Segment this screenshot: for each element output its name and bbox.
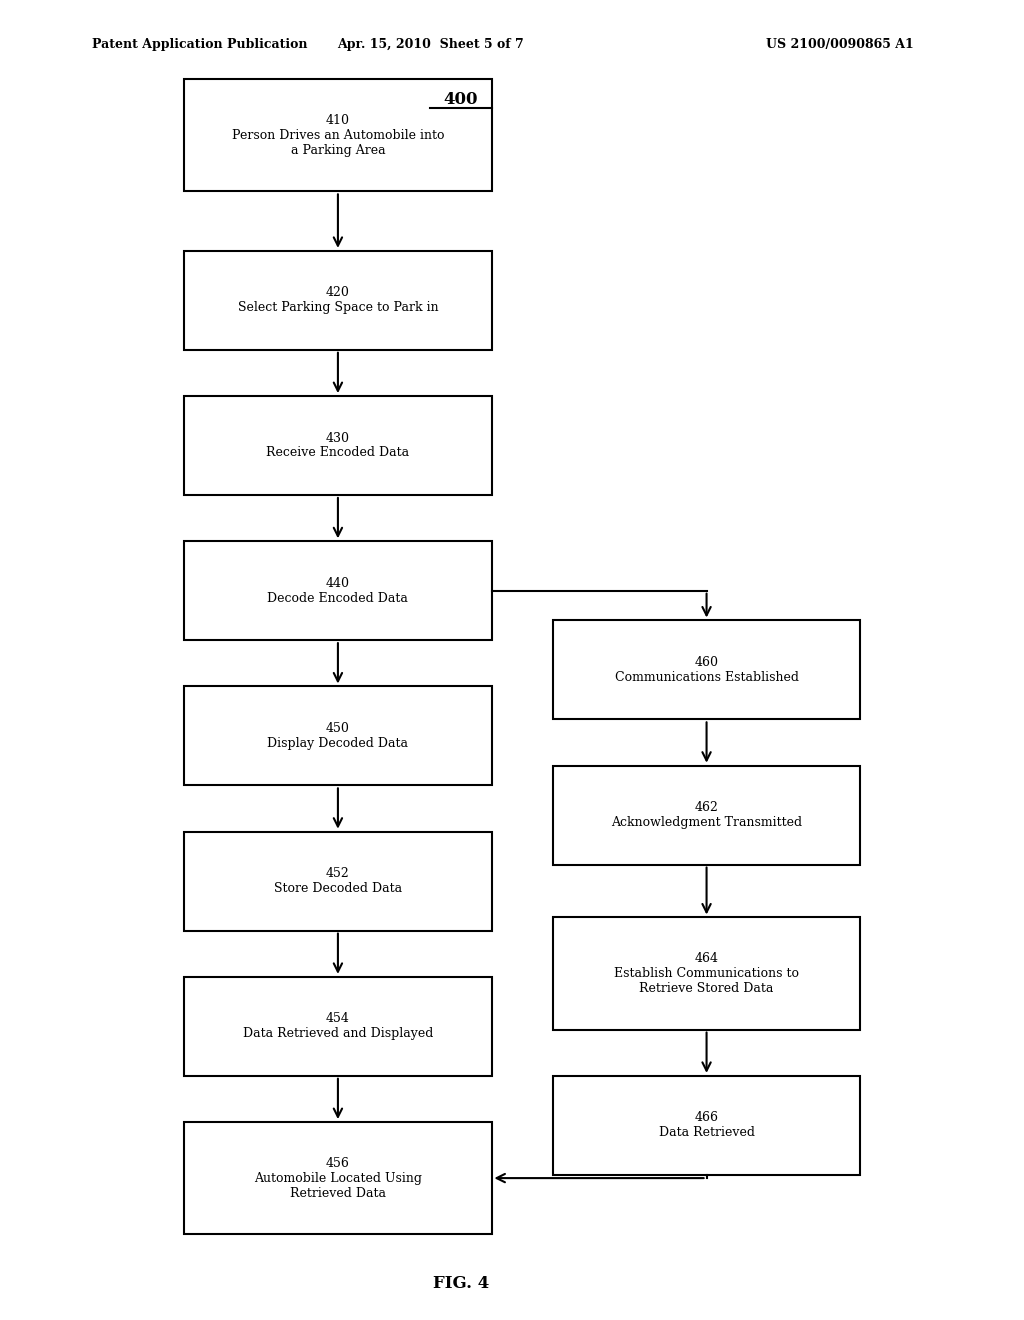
Text: 430
Receive Encoded Data: 430 Receive Encoded Data bbox=[266, 432, 410, 459]
Text: 420
Select Parking Space to Park in: 420 Select Parking Space to Park in bbox=[238, 286, 438, 314]
Text: 452
Store Decoded Data: 452 Store Decoded Data bbox=[273, 867, 402, 895]
FancyBboxPatch shape bbox=[184, 1122, 492, 1234]
Text: 460
Communications Established: 460 Communications Established bbox=[614, 656, 799, 684]
FancyBboxPatch shape bbox=[184, 686, 492, 785]
Text: 464
Establish Communications to
Retrieve Stored Data: 464 Establish Communications to Retrieve… bbox=[614, 952, 799, 995]
Text: 400: 400 bbox=[443, 91, 478, 107]
FancyBboxPatch shape bbox=[553, 766, 860, 865]
FancyBboxPatch shape bbox=[184, 79, 492, 191]
Text: 462
Acknowledgment Transmitted: 462 Acknowledgment Transmitted bbox=[611, 801, 802, 829]
Text: Patent Application Publication: Patent Application Publication bbox=[92, 38, 307, 51]
Text: FIG. 4: FIG. 4 bbox=[433, 1275, 488, 1291]
Text: US 2100/0090865 A1: US 2100/0090865 A1 bbox=[766, 38, 913, 51]
FancyBboxPatch shape bbox=[184, 251, 492, 350]
Text: Apr. 15, 2010  Sheet 5 of 7: Apr. 15, 2010 Sheet 5 of 7 bbox=[337, 38, 523, 51]
Text: 440
Decode Encoded Data: 440 Decode Encoded Data bbox=[267, 577, 409, 605]
FancyBboxPatch shape bbox=[553, 1076, 860, 1175]
FancyBboxPatch shape bbox=[553, 620, 860, 719]
FancyBboxPatch shape bbox=[184, 977, 492, 1076]
FancyBboxPatch shape bbox=[184, 396, 492, 495]
Text: 466
Data Retrieved: 466 Data Retrieved bbox=[658, 1111, 755, 1139]
Text: 410
Person Drives an Automobile into
a Parking Area: 410 Person Drives an Automobile into a P… bbox=[231, 114, 444, 157]
Text: 456
Automobile Located Using
Retrieved Data: 456 Automobile Located Using Retrieved D… bbox=[254, 1156, 422, 1200]
Text: 454
Data Retrieved and Displayed: 454 Data Retrieved and Displayed bbox=[243, 1012, 433, 1040]
Text: 450
Display Decoded Data: 450 Display Decoded Data bbox=[267, 722, 409, 750]
FancyBboxPatch shape bbox=[553, 917, 860, 1030]
FancyBboxPatch shape bbox=[184, 541, 492, 640]
FancyBboxPatch shape bbox=[184, 832, 492, 931]
